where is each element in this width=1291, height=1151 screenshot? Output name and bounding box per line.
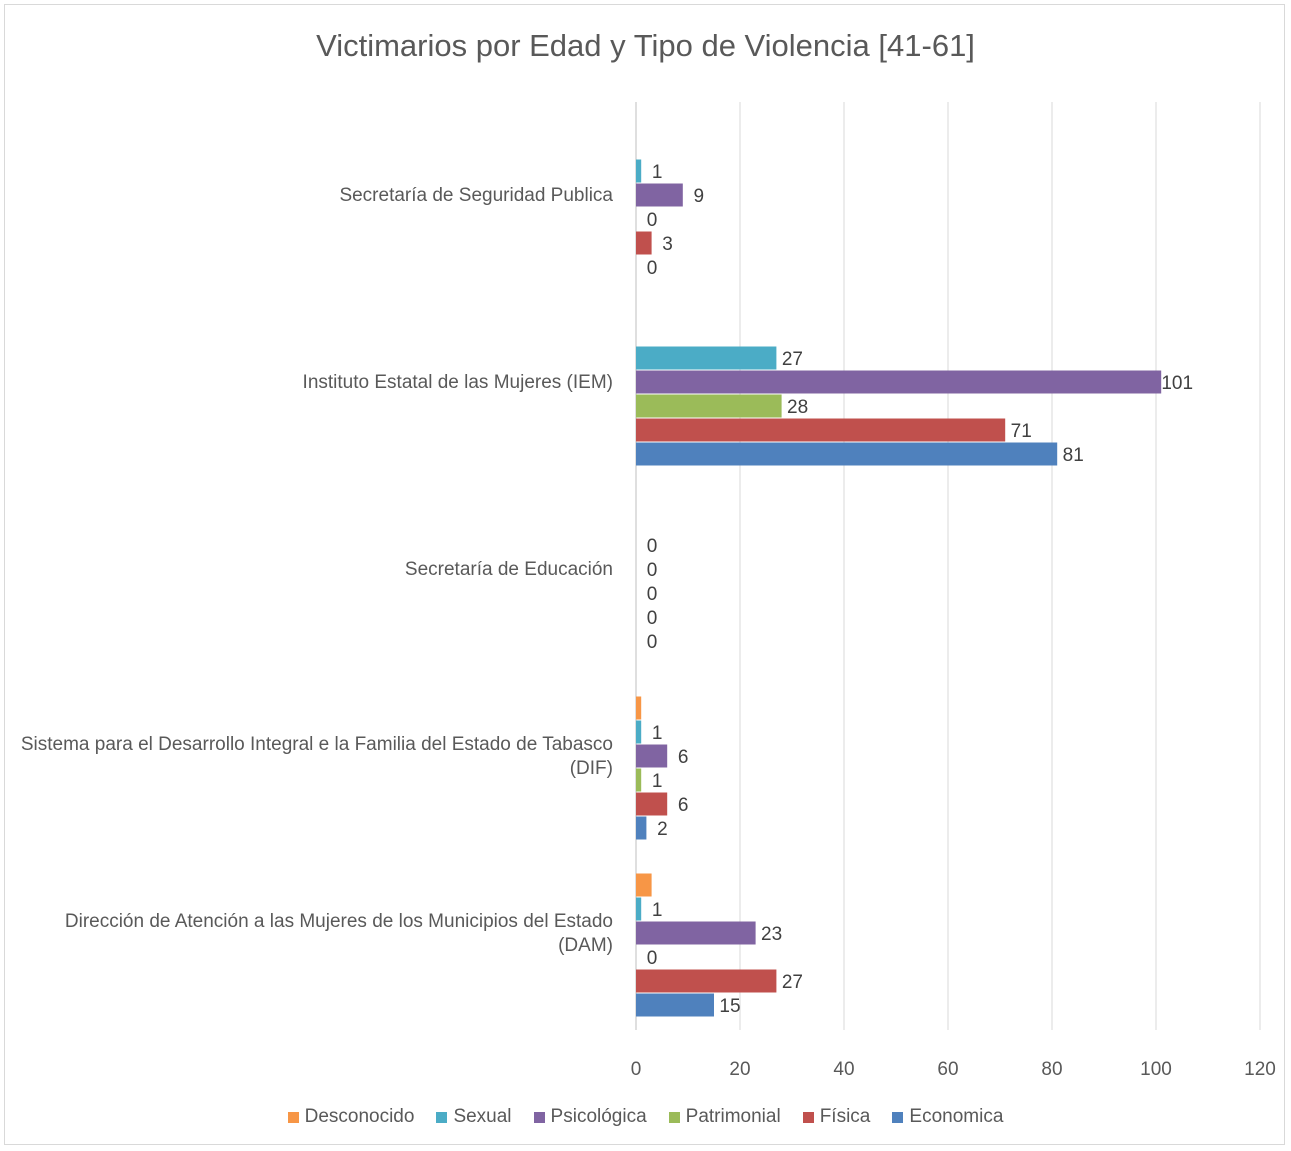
x-tick-label: 120 [1244,1059,1276,1080]
bar [636,442,1058,466]
data-label: 3 [662,234,673,255]
legend-label: Desconocido [304,1106,415,1127]
data-label: 2 [657,819,668,840]
y-category-label: Dirección de Atención a las Mujeres de l… [64,911,613,956]
legend-label: Sexual [453,1106,512,1127]
bar [636,993,714,1017]
data-label: 0 [647,948,658,969]
data-label: 23 [761,924,782,945]
data-label: 0 [647,584,658,605]
data-label: 6 [678,795,689,816]
data-label: 1 [652,162,663,183]
legend-swatch [287,1111,299,1123]
bar [636,969,777,993]
data-label: 0 [647,632,658,653]
data-label: 0 [647,560,658,581]
y-category-label: Secretaría de Educación [404,559,613,580]
bar [636,394,782,418]
bar [636,696,642,720]
data-label: 27 [782,349,803,370]
legend-swatch [436,1111,448,1123]
y-category-label: Secretaría de Seguridad Publica [339,185,613,206]
legend-swatch [802,1111,814,1123]
legend-item: Sexual [436,1106,512,1128]
bar [636,720,642,744]
data-label: 27 [782,972,803,993]
bar [636,792,668,816]
data-label: 81 [1063,445,1084,466]
legend-label: Economica [909,1106,1004,1127]
bar [636,159,642,183]
data-label: 1 [652,771,663,792]
bar [636,346,777,370]
x-tick-label: 60 [937,1059,958,1080]
legend-swatch [892,1111,904,1123]
legend-item: Economica [892,1106,1003,1128]
legend-label: Física [819,1106,871,1127]
data-label: 0 [647,258,658,279]
data-label: 71 [1011,421,1032,442]
data-label: 15 [719,996,740,1017]
bar [636,231,652,255]
data-label: 0 [647,608,658,629]
bar [636,921,756,945]
bar [636,418,1006,442]
bar [636,816,647,840]
legend-item: Desconocido [287,1106,415,1128]
legend-label: Patrimonial [685,1106,781,1127]
bar [636,897,642,921]
x-tick-label: 80 [1041,1059,1062,1080]
y-category-label: Instituto Estatal de las Mujeres (IEM) [302,372,613,393]
legend: Desconocido Sexual Psicológica Patrimonial F… [0,1106,1291,1128]
bar [636,370,1162,394]
bar [636,768,642,792]
data-label: 1 [652,900,663,921]
legend-item: Psicológica [533,1106,647,1128]
data-label: 6 [678,747,689,768]
x-tick-label: 20 [729,1059,750,1080]
x-tick-label: 0 [631,1059,642,1080]
legend-swatch [533,1111,545,1123]
data-label: 1 [652,723,663,744]
data-label: 0 [647,536,658,557]
bar [636,873,652,897]
legend-label: Psicológica [550,1106,647,1127]
data-label: 28 [787,397,808,418]
x-tick-label: 40 [833,1059,854,1080]
legend-item: Física [802,1106,871,1128]
data-label: 0 [647,210,658,231]
x-tick-label: 100 [1140,1059,1172,1080]
y-category-label: Sistema para el Desarrollo Integral e la… [20,734,613,779]
data-label: 101 [1161,373,1193,394]
legend-swatch [668,1111,680,1123]
legend-item: Patrimonial [668,1106,781,1128]
bar [636,744,668,768]
chart-title: Victimarios por Edad y Tipo de Violencia… [316,28,975,63]
data-label: 9 [694,186,705,207]
bar [636,183,683,207]
